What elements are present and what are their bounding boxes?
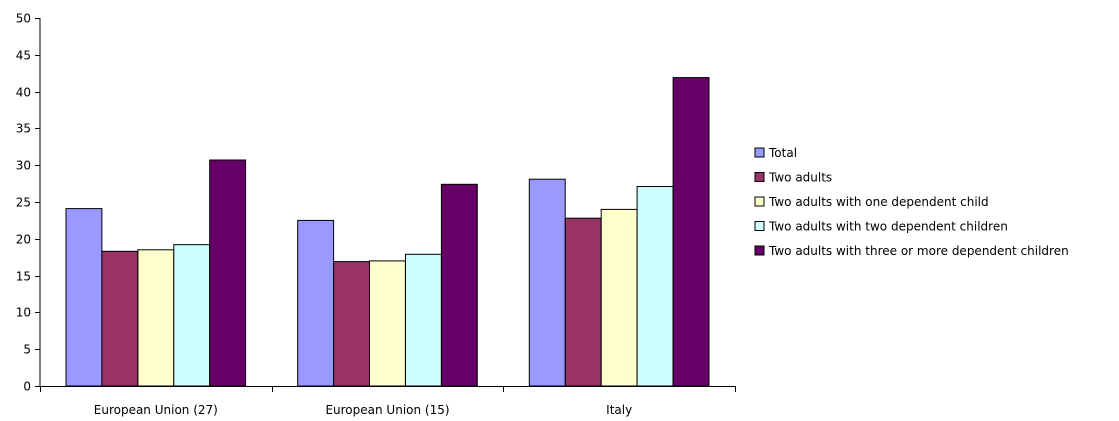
y-axis: 0 5 10 15 20 25 30 35 40 45 50 xyxy=(16,12,41,394)
y-tick-label: 15 xyxy=(16,270,31,284)
x-axis: European Union (27) European Union (15) It… xyxy=(40,386,736,417)
y-tick-label: 45 xyxy=(16,49,31,63)
bar xyxy=(528,178,566,387)
legend-label: Two adults with two dependent children xyxy=(768,220,1008,234)
legend-label: Two adults with one dependent child xyxy=(768,195,989,209)
legend-label: Two adults with three or more dependent … xyxy=(768,244,1069,258)
y-tick-label: 10 xyxy=(16,306,31,320)
y-tick-label: 25 xyxy=(16,196,31,210)
bar xyxy=(440,183,478,387)
legend-swatch xyxy=(754,196,765,207)
legend-swatch xyxy=(754,221,765,231)
y-tick-label: 0 xyxy=(23,380,31,394)
bar xyxy=(173,244,211,387)
bar xyxy=(333,261,371,387)
x-tick-label: Italy xyxy=(606,403,632,417)
bar xyxy=(405,253,442,387)
y-tick-label: 50 xyxy=(16,12,31,26)
bar xyxy=(636,186,674,387)
x-tick-label: European Union (27) xyxy=(94,403,218,417)
y-tick-label: 40 xyxy=(16,86,31,100)
bar xyxy=(672,77,710,387)
x-tick-label: European Union (15) xyxy=(325,403,449,417)
bar xyxy=(564,217,602,387)
y-tick-label: 30 xyxy=(16,159,31,173)
y-tick-label: 20 xyxy=(16,233,31,247)
bar xyxy=(101,250,139,387)
bar xyxy=(297,219,335,387)
legend-swatch xyxy=(754,147,765,158)
y-tick-label: 35 xyxy=(16,122,31,136)
legend-swatch xyxy=(754,245,765,256)
bars xyxy=(65,77,710,387)
bar xyxy=(369,260,406,387)
y-tick-label: 5 xyxy=(23,343,31,357)
legend-swatch xyxy=(754,172,765,182)
bar xyxy=(600,208,638,387)
legend-label: Two adults xyxy=(768,171,832,185)
bar xyxy=(65,208,103,387)
legend-label: Total xyxy=(768,146,797,160)
bar xyxy=(137,249,175,387)
legend: Total Two adults Two adults with one depen… xyxy=(754,146,1069,258)
bar xyxy=(209,159,247,387)
